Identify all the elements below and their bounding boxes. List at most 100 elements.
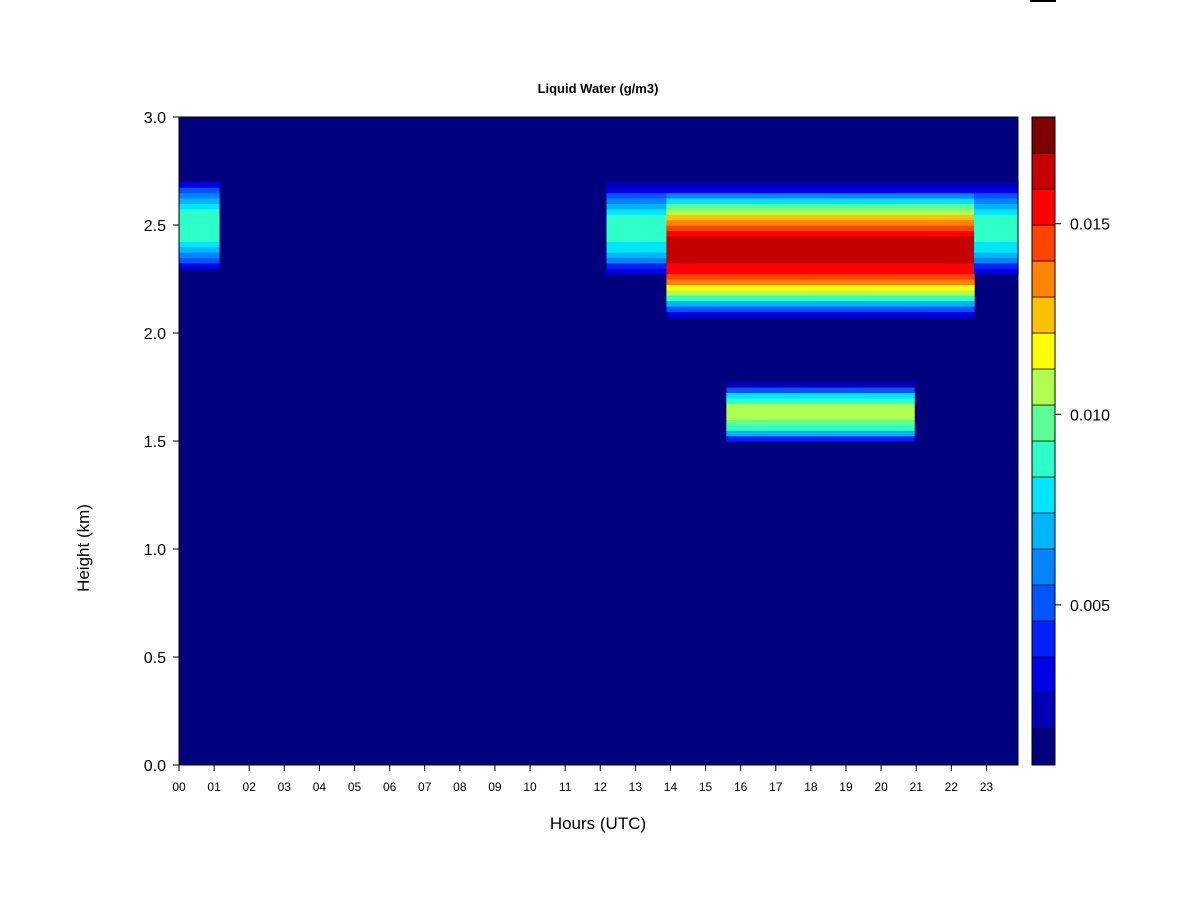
- heatmap-cell: [838, 192, 843, 199]
- heatmap-cell: [866, 262, 871, 269]
- heatmap-cell: [778, 192, 783, 199]
- heatmap-cell: [910, 424, 915, 431]
- heatmap-cell: [882, 241, 887, 248]
- heatmap-cell: [874, 203, 879, 210]
- heatmap-cell: [822, 268, 827, 275]
- heatmap-cell: [206, 203, 212, 210]
- heatmap-cell: [994, 235, 999, 242]
- heatmap-cell: [854, 387, 859, 393]
- heatmap-cell: [898, 273, 903, 280]
- heatmap-cell: [198, 198, 204, 204]
- heatmap-cell: [950, 257, 955, 264]
- heatmap-cell: [898, 219, 903, 226]
- heatmap-cell: [806, 246, 811, 253]
- heatmap-cell: [822, 203, 827, 210]
- heatmap-cell: [738, 403, 743, 410]
- heatmap-cell: [970, 208, 975, 215]
- heatmap-cell: [826, 408, 831, 415]
- heatmap-cell: [1014, 230, 1019, 237]
- heatmap-cell: [686, 241, 691, 248]
- heatmap-cell: [910, 273, 915, 280]
- heatmap-cell: [770, 257, 775, 264]
- heatmap-cell: [806, 392, 811, 399]
- heatmap-cell: [934, 262, 939, 269]
- heatmap-cell: [926, 225, 931, 231]
- heatmap-cell: [670, 181, 676, 188]
- heatmap-cell: [806, 381, 811, 388]
- heatmap-cell: [622, 187, 628, 194]
- heatmap-cell: [774, 403, 779, 410]
- heatmap-cell: [658, 181, 664, 188]
- heatmap-cell: [630, 230, 636, 237]
- heatmap-cell: [190, 241, 196, 248]
- heatmap-cell: [834, 306, 839, 312]
- heatmap-cell: [194, 262, 200, 269]
- heatmap-cell: [726, 392, 731, 399]
- heatmap-cell: [742, 414, 747, 420]
- heatmap-cell: [734, 181, 739, 188]
- heatmap-cell: [962, 311, 967, 318]
- heatmap-cell: [994, 192, 999, 199]
- heatmap-cell: [710, 181, 715, 188]
- heatmap-cell: [206, 208, 212, 215]
- heatmap-cell: [734, 419, 739, 426]
- heatmap-cell: [874, 392, 879, 399]
- heatmap-cell: [842, 235, 847, 242]
- heatmap-cell: [818, 230, 823, 237]
- heatmap-cell: [734, 257, 739, 264]
- heatmap-cell: [702, 306, 707, 312]
- heatmap-cell: [678, 273, 683, 280]
- heatmap-cell: [890, 300, 895, 307]
- heatmap-cell: [758, 387, 763, 393]
- heatmap-cell: [922, 235, 927, 242]
- heatmap-cell: [822, 430, 827, 437]
- heatmap-cell: [666, 187, 672, 194]
- heatmap-cell: [882, 235, 887, 242]
- heatmap-cell: [878, 300, 883, 307]
- heatmap-cell: [934, 214, 939, 221]
- heatmap-cell: [710, 192, 715, 199]
- heatmap-cell: [910, 268, 915, 275]
- heatmap-cell: [914, 295, 919, 302]
- heatmap-cell: [770, 187, 775, 194]
- heatmap-cell: [774, 262, 779, 269]
- heatmap-cell: [926, 306, 931, 312]
- heatmap-cell: [726, 230, 731, 237]
- heatmap-cell: [758, 198, 763, 204]
- heatmap-cell: [742, 198, 747, 204]
- heatmap-cell: [938, 181, 943, 188]
- heatmap-cell: [942, 235, 947, 242]
- heatmap-cell: [610, 268, 616, 275]
- heatmap-cell: [742, 273, 747, 280]
- heatmap-cell: [642, 225, 648, 231]
- colorbar-tick-label: 0.005: [1070, 598, 1110, 615]
- heatmap-cell: [682, 230, 687, 237]
- heatmap-cell: [894, 235, 899, 242]
- heatmap-cell: [614, 198, 620, 204]
- heatmap-cell: [614, 252, 620, 258]
- heatmap-cell: [870, 262, 875, 269]
- heatmap-cell: [698, 257, 703, 264]
- heatmap-cell: [614, 187, 620, 194]
- heatmap-cell: [738, 252, 743, 258]
- heatmap-cell: [682, 235, 687, 242]
- heatmap-cell: [842, 252, 847, 258]
- heatmap-cell: [810, 235, 815, 242]
- heatmap-cell: [898, 392, 903, 399]
- heatmap-cell: [183, 262, 188, 269]
- heatmap-cell: [190, 230, 196, 237]
- heatmap-cell: [810, 289, 815, 296]
- heatmap-cell: [950, 230, 955, 237]
- heatmap-cell: [946, 219, 951, 226]
- heatmap-cell: [862, 208, 867, 215]
- heatmap-cell: [654, 225, 660, 231]
- heatmap-cell: [694, 268, 699, 275]
- heatmap-cell: [654, 262, 660, 269]
- heatmap-cell: [698, 187, 703, 194]
- heatmap-cell: [870, 306, 875, 312]
- heatmap-cell: [822, 257, 827, 264]
- heatmap-cell: [838, 225, 843, 231]
- heatmap-cell: [894, 268, 899, 275]
- heatmap-cell: [846, 225, 851, 231]
- heatmap-cell: [838, 246, 843, 253]
